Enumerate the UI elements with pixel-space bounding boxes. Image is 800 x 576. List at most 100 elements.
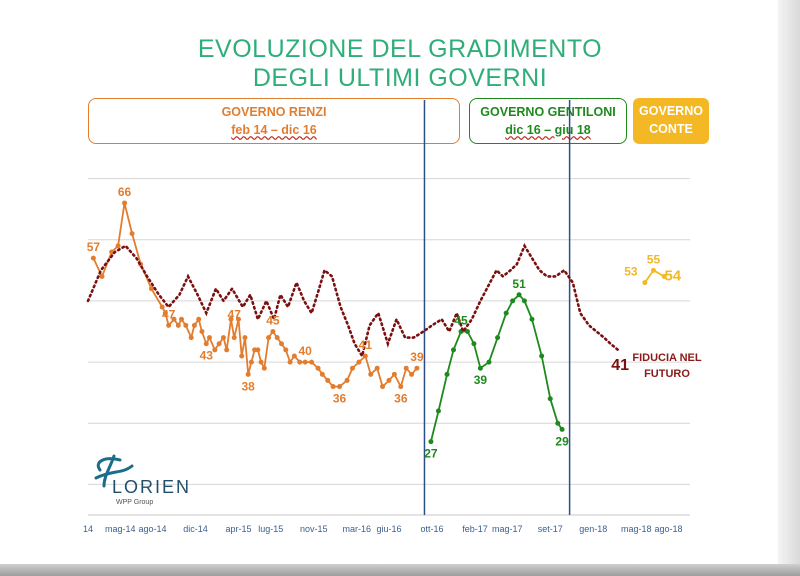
series-line-fiducia [86,243,620,360]
data-point [228,316,234,322]
x-tick-label: ago-14 [138,524,166,534]
chart-title-line-1: EVOLUZIONE DEL GRADIMENTO [197,35,603,63]
data-point [539,353,545,359]
x-tick-label: ott-16 [420,524,443,534]
data-point [661,273,667,279]
data-point [471,341,477,347]
data-point [521,298,527,304]
x-tick-label: lug-15 [258,524,283,534]
data-point [287,359,293,365]
data-point [386,377,392,383]
x-tick-label: apr-15 [225,524,251,534]
logo-text: LORIEN [112,477,191,497]
data-point [115,243,121,249]
data-point [99,273,105,279]
data-point [374,365,380,371]
data-point [148,286,154,292]
data-point [380,384,386,390]
logo-subtext: WPP Group [116,499,153,506]
data-point [403,365,409,371]
data-point [162,310,168,316]
data-point [159,304,165,310]
x-tick-label: feb-17 [462,524,488,534]
data-point [486,359,492,365]
x-tick-label: gen-18 [579,524,607,534]
data-point [242,335,248,341]
series-line-0 [92,202,418,388]
x-tick-label: mar-16 [342,524,371,534]
data-point [196,316,202,322]
data-point [283,347,289,353]
conte-name: GOVERNO [639,104,703,118]
data-point [356,359,362,365]
data-point [220,335,226,341]
fiducia-label-line-2: FUTURO [644,368,690,380]
period-dividers [423,100,571,515]
x-tick-label: mag-14 [105,524,136,534]
data-point [555,420,561,426]
data-point [216,341,222,347]
data-label: 45 [454,314,468,328]
data-point [245,371,251,377]
data-labels-layer: 57 66 47 43 47 38 45 40 36 41 36 39 27 45 39 51 29 53 5554… [87,185,682,461]
data-point [319,371,325,377]
data-point [188,335,194,341]
data-point [315,365,321,371]
x-tick-label: giu-16 [376,524,401,534]
data-point [270,329,276,334]
data-label: 38 [241,379,255,393]
x-tick-label: nov-15 [300,524,328,534]
data-point [166,322,172,328]
data-point [199,329,205,334]
x-tick-label: dic-14 [183,524,208,534]
data-label: 39 [474,373,488,387]
data-point [495,335,501,341]
data-point [191,322,197,328]
fiducia-label-line-1: FIDUCIA NEL [632,352,702,364]
data-point [309,359,315,365]
data-label: 55 [647,252,661,266]
data-label: 40 [298,344,312,358]
data-point [90,255,96,261]
data-label: 27 [424,447,438,461]
x-tick-label: set-17 [538,524,563,534]
renzi-period: feb 14 – dic 16 [231,123,317,137]
data-point [203,341,209,347]
data-point [302,359,308,365]
data-point [409,371,415,377]
data-point [258,359,264,365]
x-tick-label: ago-18 [654,524,682,534]
data-point [435,408,441,414]
data-point [325,377,331,383]
series-line-1 [430,293,563,442]
data-label: 47 [228,307,242,321]
data-point [261,365,267,371]
gentiloni-name: GOVERNO GENTILONI [480,105,616,119]
data-label: 47 [162,307,176,321]
data-label: 43 [200,349,214,363]
data-label: 41 [611,357,629,374]
data-point [206,335,212,341]
x-axis-ticks: 14 mag-14 ago-14 dic-14 apr-15 lug-15 nov-15 ma… [83,524,683,534]
data-point [236,316,241,322]
window-shadow [778,0,800,576]
data-point [179,316,185,322]
data-point [297,359,303,365]
logo-swirl-icon [94,454,134,488]
data-point [414,365,420,371]
data-point [477,365,483,371]
data-point [362,353,368,359]
data-label: 54 [664,267,681,284]
gridlines [88,178,690,516]
data-point [266,335,272,341]
data-point [529,316,535,322]
data-label: 36 [394,392,408,406]
data-point [212,347,218,353]
data-point [650,267,656,273]
data-label: 36 [333,392,347,406]
conte-period: CONTE [649,122,693,136]
data-point [171,316,177,322]
data-point [231,335,237,341]
data-label: 57 [87,240,101,254]
